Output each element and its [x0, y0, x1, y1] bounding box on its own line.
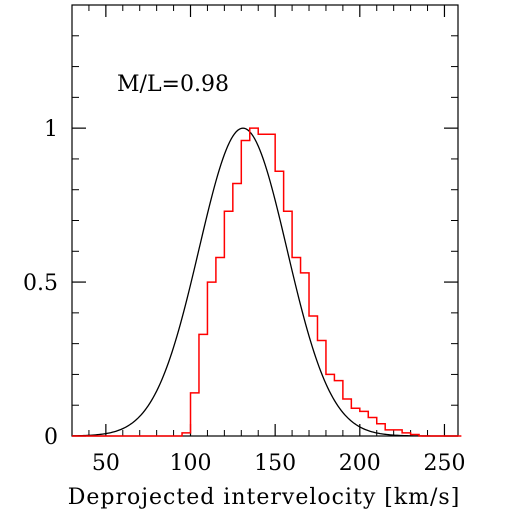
minor-ticks — [72, 5, 458, 436]
x-tick-label: 200 — [339, 451, 381, 476]
annotation-text: M/L=0.98 — [117, 72, 229, 97]
major-ticks — [72, 5, 458, 437]
plot-frame — [71, 4, 459, 437]
gaussian-fit-line — [71, 127, 458, 437]
x-tick-label: 50 — [92, 451, 120, 476]
x-tick-labels: 50 100 150 200 250 — [92, 451, 466, 476]
x-tick-label: 250 — [423, 451, 465, 476]
y-tick-label: 0.5 — [23, 271, 58, 296]
y-tick-label: 1 — [44, 117, 58, 142]
x-axis-label: Deprojected intervelocity [km/s] — [68, 485, 461, 510]
y-tick-labels: 00.51 — [23, 117, 58, 450]
series-layer — [71, 127, 462, 437]
histogram-step-line — [72, 127, 462, 437]
x-tick-label: 100 — [170, 451, 212, 476]
y-tick-label: 0 — [44, 425, 58, 450]
x-tick-label: 150 — [254, 451, 296, 476]
